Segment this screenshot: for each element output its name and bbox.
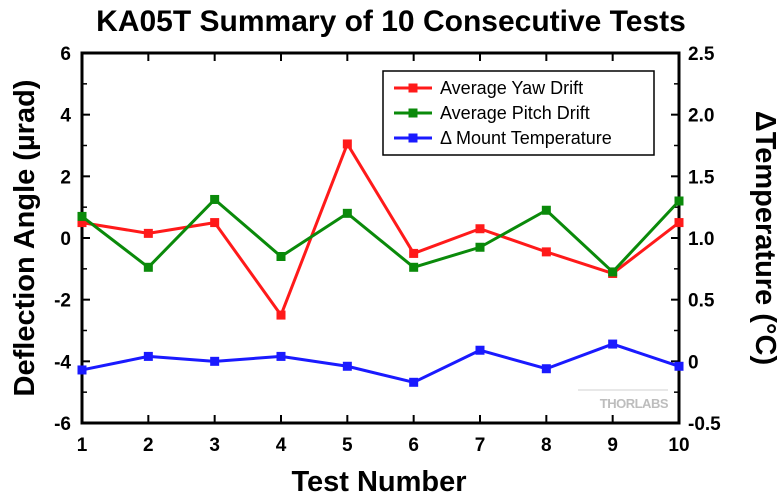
thorlabs-watermark: THORLABS: [578, 389, 669, 411]
x-tick-label: 3: [209, 435, 220, 456]
series-3-point: [77, 365, 87, 375]
series-2-point: [77, 211, 87, 221]
series-2-point: [674, 196, 684, 206]
series-1-point: [342, 139, 352, 149]
x-tick-label: 5: [342, 435, 353, 456]
series-3-point: [143, 351, 153, 361]
y2-tick-label: -0.5: [688, 414, 721, 435]
y-tick-label: 4: [60, 106, 71, 127]
series-3-point: [674, 361, 684, 371]
series-2-point: [342, 208, 352, 218]
tick-labels: 1 2 3 4 5 6 7 8 9 10 -6 -4 -2 0 2 4 6 -0.5 0 0.5 1.0 1.5 2.0 2.…: [54, 44, 721, 456]
series-1-point: [541, 247, 551, 257]
series-line-3: [81, 342, 680, 384]
legend-label-1: Average Yaw Drift: [440, 78, 583, 98]
x-axis-label: Test Number: [291, 466, 466, 498]
series-3-point: [276, 351, 286, 361]
y2-tick-label: 2.5: [688, 44, 715, 65]
y-tick-label: 6: [60, 44, 71, 65]
x-tick-label: 1: [77, 435, 88, 456]
series-line-2: [81, 197, 681, 274]
y2-tick-label: 0: [688, 352, 699, 373]
series-3-point: [608, 339, 618, 349]
series-1-point: [674, 218, 684, 228]
legend-label-2: Average Pitch Drift: [440, 103, 590, 123]
chart-title: KA05T Summary of 10 Consecutive Tests: [96, 5, 686, 38]
legend-marker-3: [408, 133, 418, 143]
series-2-point: [276, 252, 286, 261]
x-tick-label: 7: [475, 435, 486, 456]
series-3-point: [342, 361, 352, 371]
series-2-point: [475, 242, 485, 252]
x-tick-label: 2: [143, 435, 154, 456]
x-tick-label: 4: [276, 435, 287, 456]
series-3-point: [409, 377, 419, 387]
x-tick-label: 10: [668, 435, 689, 456]
y2-tick-label: 1.5: [688, 167, 715, 188]
legend-label-3: Δ Mount Temperature: [440, 128, 612, 148]
legend: Average Yaw Drift Average Pitch Drift Δ Mo…: [382, 70, 655, 156]
legend-marker-1: [408, 83, 418, 93]
series-group: [77, 139, 684, 387]
series-2-point: [409, 262, 419, 272]
y-axis-label: Deflection Angle (µrad): [9, 80, 41, 397]
y-tick-label: -2: [54, 291, 71, 312]
series-2-point: [608, 267, 618, 277]
y2-tick-label: 1.0: [688, 229, 714, 250]
series-1-point: [77, 218, 87, 228]
x-tick-label: 8: [541, 435, 552, 456]
y-tick-label: -4: [54, 352, 71, 373]
y-tick-label: 0: [60, 229, 71, 250]
series-1-point: [475, 224, 485, 234]
series-1-point: [409, 248, 419, 258]
x-tick-label: 9: [607, 435, 618, 456]
y-tick-label: 2: [60, 167, 71, 188]
series-1-point: [276, 310, 286, 320]
x-tick-label: 6: [408, 435, 419, 456]
series-1-point: [143, 228, 153, 238]
axis-ticks: [81, 52, 680, 424]
series-1-point: [210, 218, 220, 228]
y2-axis-label: ΔTemperature (°C): [749, 111, 780, 365]
series-line-1: [81, 142, 680, 317]
series-2-point: [541, 205, 551, 215]
series-2-point: [143, 262, 153, 272]
legend-marker-2: [408, 108, 418, 118]
y-tick-label: -6: [54, 414, 71, 435]
y2-tick-label: 2.0: [688, 106, 714, 127]
series-3-point: [541, 364, 551, 374]
series-3-point: [475, 345, 485, 355]
watermark-text: THORLABS: [600, 396, 669, 411]
y2-tick-label: 0.5: [688, 291, 715, 312]
series-3-point: [210, 356, 220, 366]
series-2-point: [210, 194, 220, 204]
